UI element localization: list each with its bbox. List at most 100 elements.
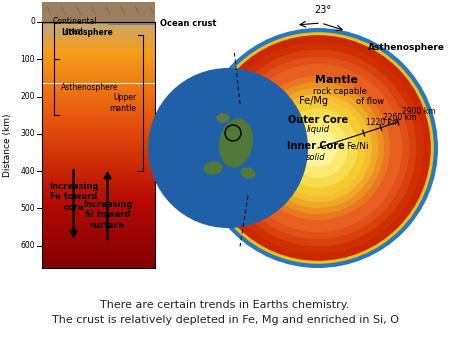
Bar [42,207,155,209]
Text: Continental
crust: Continental crust [53,17,97,36]
Bar [42,29,155,32]
Text: Upper
mantle: Upper mantle [109,93,136,113]
Text: liquid: liquid [306,125,329,135]
Bar [42,39,155,42]
Bar [42,118,155,120]
Bar [42,162,155,165]
Bar [42,266,155,268]
Circle shape [252,82,384,214]
Bar [42,93,155,96]
Text: 2260 km: 2260 km [383,113,416,122]
Bar [42,263,155,266]
Bar [42,22,108,35]
Bar [42,155,155,157]
Circle shape [288,118,348,178]
Bar [42,138,155,140]
Bar [42,243,155,246]
Bar [108,22,155,25]
Bar [42,192,155,194]
Bar [42,47,155,49]
Bar [42,135,155,138]
Circle shape [202,32,434,264]
Bar [42,170,155,172]
Bar [42,133,155,135]
Bar [42,56,155,59]
Bar [42,228,155,231]
Text: 23°: 23° [315,5,332,15]
Circle shape [270,100,366,196]
Text: solid: solid [306,152,326,162]
Bar [42,101,155,103]
Bar [42,86,155,89]
Bar [42,226,155,228]
Bar [42,81,155,83]
Bar [42,49,155,51]
Bar [42,214,155,216]
Bar [42,27,155,29]
Circle shape [246,76,390,220]
Bar [42,98,155,101]
Bar [42,209,155,212]
Bar [42,123,155,125]
Bar [42,66,155,69]
Bar [42,251,155,253]
Bar [42,253,155,256]
Bar [42,74,155,76]
Bar [42,108,155,111]
Bar [42,248,155,251]
Bar [42,261,155,263]
Bar [42,76,155,78]
Bar [42,116,155,118]
Text: 200: 200 [21,92,35,101]
Bar [42,69,155,71]
Bar [42,125,155,128]
Bar [42,165,155,167]
Bar [42,130,155,133]
Bar [42,187,155,189]
Bar [42,204,155,207]
Circle shape [299,129,337,167]
Bar [42,184,155,187]
Text: rock capable: rock capable [313,87,367,96]
Bar [42,22,155,24]
Circle shape [220,50,416,246]
Bar [42,216,155,219]
Bar [42,221,155,224]
Bar [42,140,155,143]
Circle shape [198,28,438,268]
Bar [42,37,155,39]
Bar [42,224,155,226]
Ellipse shape [241,168,255,178]
Bar [42,22,155,268]
Text: 1220 km: 1220 km [366,118,399,127]
Bar [42,172,155,174]
Bar [42,64,155,66]
Bar [42,62,155,64]
Circle shape [227,57,409,239]
Text: Lithosphere: Lithosphere [61,28,113,37]
Text: Ocean crust: Ocean crust [160,19,216,28]
Ellipse shape [217,114,229,122]
Bar [42,150,155,152]
Bar [42,241,155,243]
Bar [42,78,155,81]
Ellipse shape [220,119,252,167]
Bar [42,152,155,155]
Bar [42,239,155,241]
Bar [42,194,155,197]
Text: There are certain trends in Earths chemistry.: There are certain trends in Earths chemi… [100,300,350,310]
Bar [42,182,155,184]
Bar [42,96,155,98]
Bar [42,89,155,91]
Bar [42,236,155,239]
Text: Distance (km): Distance (km) [4,113,13,177]
Bar [42,177,155,179]
Bar [42,201,155,204]
Bar [42,42,155,44]
Circle shape [212,42,423,254]
Bar [42,71,155,74]
Text: 500: 500 [20,204,35,213]
Bar [42,120,155,123]
Bar [42,113,155,116]
Text: 400: 400 [20,167,35,175]
